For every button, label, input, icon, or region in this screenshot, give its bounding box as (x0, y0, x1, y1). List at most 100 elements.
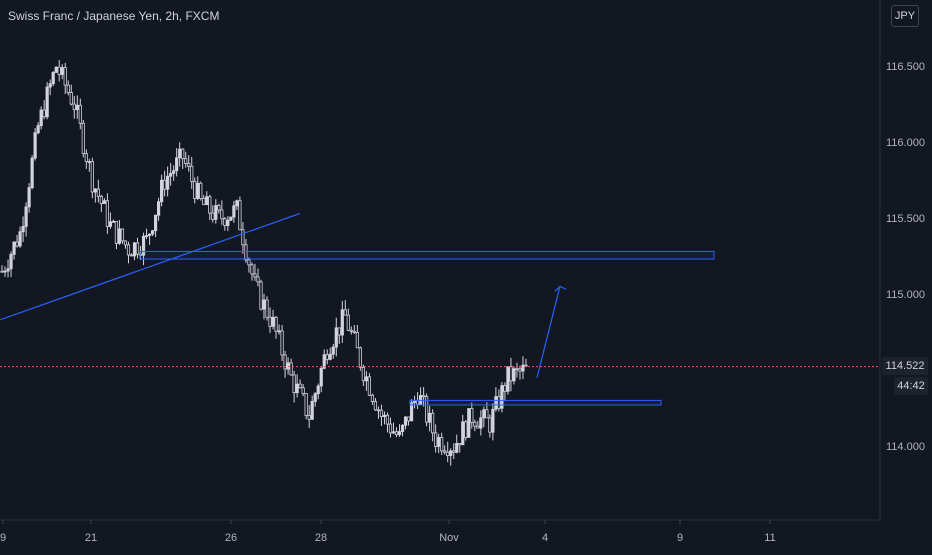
candle-body (400, 424, 405, 432)
y-tick-label-2: 115.500 (886, 213, 925, 225)
drawings (0, 212, 715, 406)
candle-body (24, 206, 28, 227)
candle-body (3, 270, 7, 273)
candle-body (458, 443, 462, 446)
candle-body (283, 354, 287, 370)
candle-body (494, 396, 498, 410)
candle-body (84, 153, 88, 162)
candle-body (313, 393, 317, 402)
candle-body (138, 253, 143, 256)
x-tick-label-4: Nov (439, 532, 459, 544)
candle-body (117, 228, 122, 244)
candle-body (440, 437, 444, 452)
candle-body (521, 364, 525, 372)
arrow-up-icon (554, 285, 567, 292)
candle-body (512, 368, 516, 382)
candle-body (199, 182, 203, 199)
candle-body (491, 408, 495, 433)
candle-body (45, 86, 49, 118)
last-price-label: 114.522 (882, 357, 928, 375)
candle-body (144, 235, 149, 237)
candle-body (325, 354, 329, 360)
candle-body (352, 330, 356, 333)
candle-body (105, 200, 110, 227)
candle-body (340, 309, 344, 336)
candle-body (322, 354, 326, 369)
candle-body (63, 67, 67, 86)
candle-body (409, 402, 414, 422)
candle-body (120, 228, 125, 242)
candle-body (455, 443, 459, 453)
candle-body (509, 366, 513, 382)
candle-body (388, 423, 393, 434)
currency-button[interactable]: JPY (891, 5, 919, 27)
candle-body (461, 421, 465, 446)
candle-body (12, 241, 16, 255)
arrow-line (536, 286, 561, 378)
candle-body (476, 425, 480, 429)
candle-body (156, 201, 161, 216)
candle-body (15, 241, 19, 247)
y-tick-label-1: 116.000 (886, 137, 925, 149)
candle-body (422, 395, 426, 398)
candle-body (373, 401, 378, 411)
candle-body (289, 362, 293, 376)
candle-body (244, 244, 248, 261)
candle-body (301, 387, 305, 394)
candle-body (370, 394, 375, 402)
candle-body (319, 367, 323, 387)
candle-body (473, 421, 477, 427)
candle-body (123, 240, 128, 246)
x-tick-label-5: 4 (542, 532, 548, 544)
zone-rectangle-1 (139, 250, 715, 260)
candle-body (42, 109, 46, 118)
candle-body (331, 346, 335, 355)
candle-body (6, 268, 10, 272)
candle-body (259, 281, 263, 310)
candle-body (346, 314, 350, 331)
candle-body (310, 401, 314, 420)
candle-body (406, 416, 411, 422)
candle-body (163, 179, 167, 190)
candle-body (334, 327, 338, 348)
candle-body (361, 366, 365, 382)
candle-body (69, 92, 73, 105)
candle-body (114, 220, 119, 244)
candle-body (518, 368, 522, 372)
price-axis: 116.500 116.000 115.500 115.000 114.000 (886, 61, 925, 453)
candle-body (150, 230, 155, 235)
candle-body (485, 409, 489, 419)
candle-body (524, 364, 528, 367)
candle-body (295, 383, 299, 394)
candle-body (190, 165, 194, 182)
candle-body (349, 329, 353, 332)
candle-body (235, 200, 239, 207)
candle-body (425, 396, 429, 423)
candle-body (304, 393, 308, 416)
candle-body (175, 157, 179, 172)
candle-body (166, 175, 170, 190)
candle-body (135, 242, 140, 255)
candle-body (316, 385, 320, 395)
candle-body (277, 330, 281, 333)
candle-body (232, 205, 236, 218)
candle-body (33, 132, 37, 159)
candle-body (241, 229, 245, 246)
candle-body (30, 157, 34, 188)
candle-body (376, 409, 381, 412)
candle-body (500, 385, 504, 409)
zone-rectangle-2 (409, 399, 662, 406)
candles (0, 59, 528, 466)
candle-body (268, 316, 272, 327)
candle-body (271, 316, 275, 327)
x-tick-label-0: 9 (0, 532, 6, 544)
candle-body (397, 431, 402, 436)
candle-body (428, 412, 432, 423)
candle-body (72, 103, 76, 110)
candle-body (81, 122, 85, 154)
time-axis: 9 21 26 28 Nov 4 9 11 (0, 520, 776, 544)
candle-body (343, 309, 347, 316)
candle-body (0, 270, 4, 273)
